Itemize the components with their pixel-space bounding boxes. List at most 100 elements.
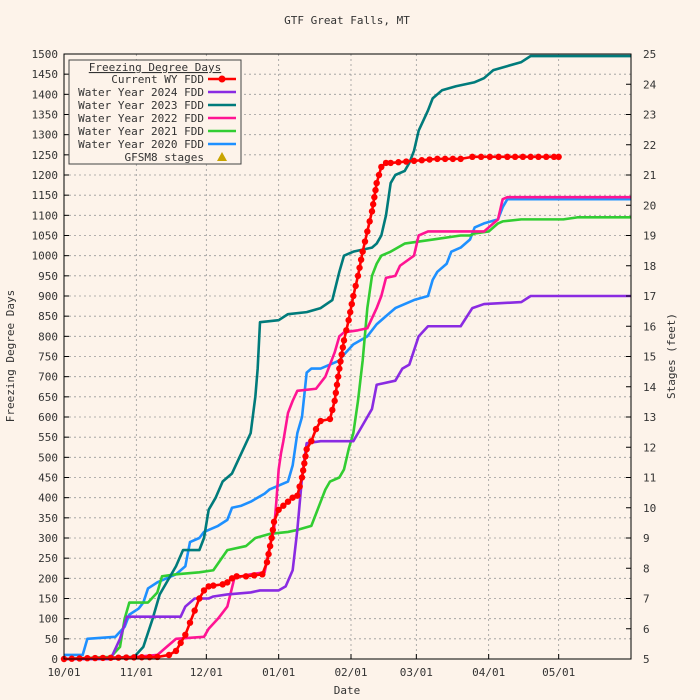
y-tick-label: 1200 bbox=[32, 169, 59, 182]
series-point bbox=[299, 467, 307, 474]
y-axis: 0 50 100 150 200 250 300 350 400 450 500 550 600 650 7… bbox=[32, 48, 69, 666]
y2-tick-label: 8 bbox=[643, 562, 650, 575]
y2-tick-label: 20 bbox=[643, 199, 656, 212]
legend-entry-label: Current WY FDD bbox=[111, 73, 204, 86]
y-tick-label: 50 bbox=[45, 633, 58, 646]
legend-entry-label: Water Year 2022 FDD bbox=[78, 112, 204, 125]
series-point bbox=[371, 193, 378, 201]
series-point bbox=[259, 571, 266, 578]
series bbox=[63, 216, 631, 661]
series-point bbox=[115, 654, 122, 661]
series-point bbox=[275, 506, 282, 513]
series-point bbox=[326, 415, 334, 423]
series-point bbox=[233, 573, 240, 580]
series bbox=[64, 197, 631, 657]
series-point bbox=[535, 153, 542, 161]
y-tick-label: 250 bbox=[38, 552, 58, 565]
series-point bbox=[312, 425, 320, 433]
y-tick-label: 1400 bbox=[32, 88, 59, 101]
series-point bbox=[426, 156, 433, 163]
y2-tick-label: 18 bbox=[643, 260, 656, 273]
series-point bbox=[375, 171, 383, 179]
series-point bbox=[303, 446, 310, 453]
series-point bbox=[378, 163, 385, 171]
series bbox=[64, 195, 631, 661]
series-point bbox=[242, 573, 250, 580]
series-point bbox=[84, 654, 91, 662]
legend: Freezing Degree Days Current WY FDDWater… bbox=[68, 59, 242, 165]
series-point bbox=[266, 542, 274, 550]
y2-axis-label: Stages (feet) bbox=[665, 313, 678, 399]
y2-tick-label: 22 bbox=[643, 139, 656, 152]
x-tick-label: 12/01 bbox=[190, 666, 223, 679]
series-point bbox=[511, 153, 519, 161]
series-point bbox=[350, 292, 357, 300]
series-point bbox=[177, 639, 184, 647]
series-point bbox=[555, 153, 562, 161]
series-point bbox=[294, 492, 301, 499]
y2-tick-label: 14 bbox=[643, 381, 657, 394]
series-point bbox=[372, 186, 379, 194]
series-point bbox=[298, 474, 306, 481]
series-point bbox=[269, 526, 277, 534]
y2-tick-label: 10 bbox=[643, 502, 656, 515]
series bbox=[64, 294, 631, 661]
series-point bbox=[302, 453, 309, 460]
y-tick-label: 650 bbox=[38, 391, 58, 404]
series-point bbox=[504, 153, 511, 161]
series-point bbox=[331, 397, 338, 405]
y-tick-label: 1300 bbox=[32, 129, 59, 142]
series-point bbox=[410, 157, 418, 165]
series-point bbox=[457, 155, 464, 163]
x-tick-label: 05/01 bbox=[542, 666, 575, 679]
y2-tick-label: 9 bbox=[643, 532, 650, 545]
y2-tick-label: 21 bbox=[643, 169, 656, 182]
series-point bbox=[308, 438, 315, 445]
x-tick-label: 04/01 bbox=[472, 666, 505, 679]
legend-entry-label: Water Year 2021 FDD bbox=[78, 125, 204, 138]
x-tick-label: 01/01 bbox=[262, 666, 295, 679]
y2-tick-label: 13 bbox=[643, 411, 656, 424]
legend-entry-label: GFSM8 stages bbox=[125, 151, 204, 164]
series-point bbox=[550, 153, 558, 161]
series-point bbox=[369, 201, 377, 208]
series-point bbox=[343, 327, 350, 334]
y-tick-label: 750 bbox=[38, 351, 58, 364]
series-point bbox=[334, 373, 342, 380]
series-point bbox=[441, 155, 449, 163]
series-point bbox=[434, 155, 441, 163]
series-line bbox=[64, 197, 631, 657]
series-point bbox=[543, 153, 550, 161]
series-point bbox=[165, 651, 173, 659]
series-point bbox=[382, 159, 390, 167]
series bbox=[60, 153, 562, 663]
series-point bbox=[99, 654, 107, 662]
series-point bbox=[196, 595, 203, 602]
y-tick-label: 600 bbox=[38, 411, 58, 424]
y2-tick-label: 25 bbox=[643, 48, 656, 61]
series-point bbox=[527, 153, 534, 161]
y2-tick-label: 16 bbox=[643, 320, 656, 333]
series-point bbox=[357, 256, 365, 263]
y-tick-label: 850 bbox=[38, 310, 58, 323]
series-point bbox=[76, 655, 83, 662]
series-point bbox=[329, 406, 336, 414]
series-point bbox=[107, 654, 114, 661]
series-point bbox=[338, 351, 345, 358]
legend-entry-label: Water Year 2024 FDD bbox=[78, 86, 204, 99]
x-tick-label: 02/01 bbox=[334, 666, 367, 679]
x-tick-label: 10/01 bbox=[47, 666, 80, 679]
series-point bbox=[186, 619, 194, 626]
y-tick-label: 950 bbox=[38, 270, 58, 283]
series-point bbox=[265, 550, 272, 558]
series-point bbox=[495, 153, 502, 161]
y-tick-label: 450 bbox=[38, 472, 58, 485]
series-point bbox=[182, 631, 189, 638]
series-point bbox=[333, 381, 341, 388]
y2-tick-label: 11 bbox=[643, 472, 656, 485]
series-point bbox=[469, 153, 476, 161]
series-point bbox=[270, 518, 278, 526]
series-point bbox=[250, 572, 258, 579]
legend-symbol-triangle bbox=[217, 152, 227, 161]
